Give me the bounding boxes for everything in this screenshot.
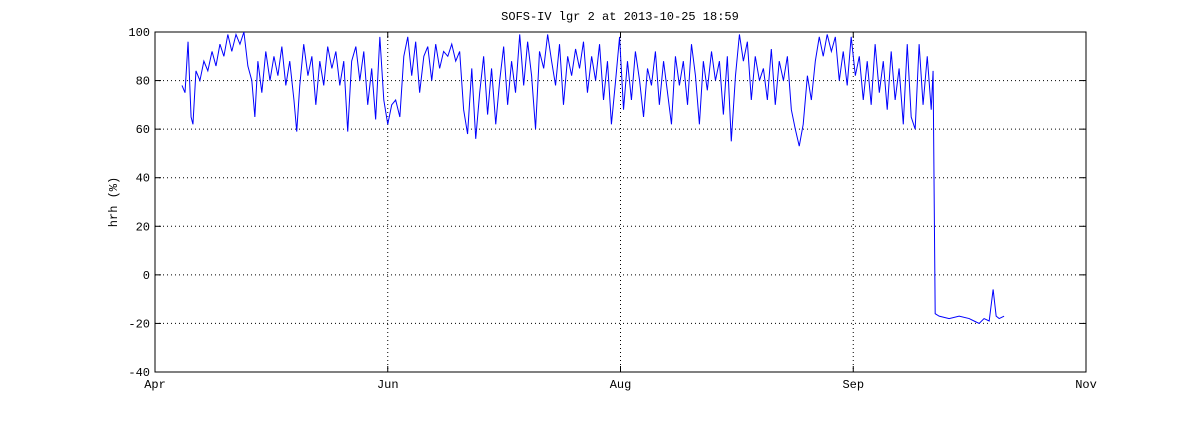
y-tick-label: 100 <box>128 26 150 40</box>
x-tick-label: Sep <box>842 378 864 392</box>
x-tick-label: Jun <box>377 378 399 392</box>
data-line <box>181 31 1005 325</box>
y-tick-label: -20 <box>128 317 150 331</box>
x-tick-label: Apr <box>144 378 166 392</box>
y-tick-label: 60 <box>136 123 150 137</box>
x-tick-label: Aug <box>610 378 632 392</box>
plot-frame <box>154 31 1087 373</box>
y-tick-label: 20 <box>136 220 150 234</box>
chart-title: SOFS-IV lgr 2 at 2013-10-25 18:59 <box>501 10 739 24</box>
y-tick-label: 40 <box>136 172 150 186</box>
y-tick-label: 0 <box>143 269 150 283</box>
y-axis-label: hrh (%) <box>107 177 121 227</box>
y-tick-label: -40 <box>128 366 150 380</box>
x-tick-label: Nov <box>1075 378 1097 392</box>
y-tick-label: 80 <box>136 75 150 89</box>
